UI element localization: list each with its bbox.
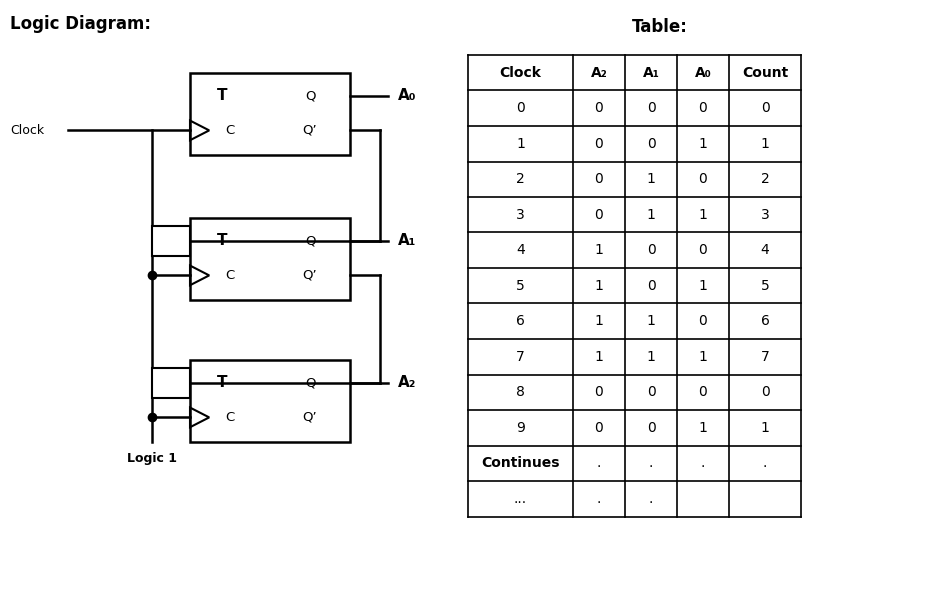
Text: .: .	[649, 492, 653, 506]
Text: 0: 0	[594, 101, 604, 115]
Text: 0: 0	[698, 314, 707, 328]
Text: C: C	[225, 411, 234, 424]
Text: Clock: Clock	[499, 66, 542, 80]
Text: A₁: A₁	[398, 234, 417, 248]
Text: 7: 7	[760, 350, 770, 364]
Text: 1: 1	[646, 350, 656, 364]
Text: 0: 0	[594, 137, 604, 151]
Text: 6: 6	[760, 314, 770, 328]
Text: 1: 1	[646, 208, 656, 222]
Text: 4: 4	[760, 243, 770, 257]
Text: 0: 0	[594, 386, 604, 400]
Text: 8: 8	[516, 386, 525, 400]
Text: 0: 0	[594, 421, 604, 435]
Text: 1: 1	[698, 208, 707, 222]
Text: 2: 2	[516, 172, 525, 186]
Text: 5: 5	[516, 279, 525, 293]
Text: Q: Q	[305, 90, 315, 102]
Text: 1: 1	[646, 172, 656, 186]
Text: A₂: A₂	[398, 376, 417, 390]
Text: 1: 1	[698, 350, 707, 364]
Text: 0: 0	[646, 243, 656, 257]
Text: Q’: Q’	[303, 411, 318, 424]
Text: 6: 6	[516, 314, 525, 328]
Text: Count: Count	[742, 66, 788, 80]
Text: 7: 7	[516, 350, 525, 364]
Bar	[190, 73, 350, 155]
Text: 5: 5	[760, 279, 770, 293]
Text: 0: 0	[646, 101, 656, 115]
Text: 0: 0	[760, 386, 770, 400]
Text: 1: 1	[698, 137, 707, 151]
Text: Q: Q	[305, 376, 315, 389]
Bar	[152, 368, 190, 398]
Text: 0: 0	[594, 208, 604, 222]
Text: 0: 0	[698, 172, 707, 186]
Text: .: .	[763, 456, 767, 470]
Text: C: C	[225, 124, 234, 137]
Text: A₁: A₁	[643, 66, 659, 80]
Text: .: .	[597, 492, 601, 506]
Bar	[190, 360, 350, 442]
Text: 3: 3	[516, 208, 525, 222]
Text: 1: 1	[594, 350, 604, 364]
Text: 9: 9	[516, 421, 525, 435]
Text: T: T	[217, 88, 227, 104]
Text: Logic 1: Logic 1	[127, 453, 177, 465]
Text: 4: 4	[516, 243, 525, 257]
Text: 0: 0	[698, 386, 707, 400]
Text: 0: 0	[646, 421, 656, 435]
Text: Q: Q	[305, 234, 315, 248]
Bar	[190, 218, 350, 300]
Text: 1: 1	[594, 314, 604, 328]
Text: 1: 1	[594, 279, 604, 293]
Text: .: .	[701, 456, 706, 470]
Text: 1: 1	[760, 421, 770, 435]
Text: Continues: Continues	[482, 456, 559, 470]
Text: .: .	[597, 456, 601, 470]
Bar	[152, 226, 190, 256]
Text: C: C	[225, 269, 234, 282]
Text: T: T	[217, 234, 227, 248]
Text: Q’: Q’	[303, 269, 318, 282]
Text: 0: 0	[698, 101, 707, 115]
Text: 1: 1	[760, 137, 770, 151]
Text: 2: 2	[760, 172, 770, 186]
Text: 0: 0	[594, 172, 604, 186]
Text: 0: 0	[760, 101, 770, 115]
Text: 1: 1	[698, 421, 707, 435]
Text: ...: ...	[514, 492, 527, 506]
Text: 0: 0	[516, 101, 525, 115]
Text: 1: 1	[594, 243, 604, 257]
Text: 1: 1	[698, 279, 707, 293]
Text: Clock: Clock	[10, 124, 44, 137]
Text: A₂: A₂	[591, 66, 607, 80]
Text: A₀: A₀	[694, 66, 711, 80]
Text: Logic Diagram:: Logic Diagram:	[10, 15, 151, 33]
Text: T: T	[217, 376, 227, 390]
Text: 0: 0	[646, 137, 656, 151]
Text: Q’: Q’	[303, 124, 318, 137]
Text: .: .	[649, 456, 653, 470]
Text: 0: 0	[698, 243, 707, 257]
Text: 0: 0	[646, 386, 656, 400]
Text: 1: 1	[516, 137, 525, 151]
Text: 1: 1	[646, 314, 656, 328]
Text: Table:: Table:	[632, 18, 688, 36]
Text: A₀: A₀	[398, 88, 417, 104]
Text: 3: 3	[760, 208, 770, 222]
Text: 0: 0	[646, 279, 656, 293]
